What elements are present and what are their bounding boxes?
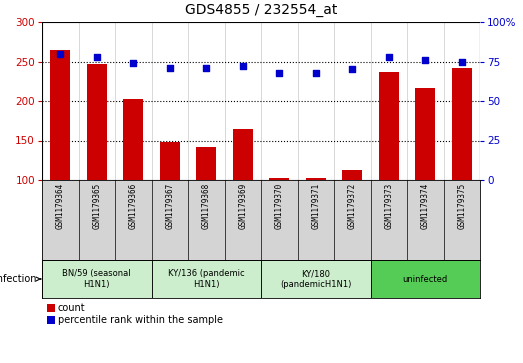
Bar — [42, 260, 152, 298]
Text: infection: infection — [0, 274, 37, 284]
Text: percentile rank within the sample: percentile rank within the sample — [58, 315, 223, 325]
Bar — [415, 87, 435, 180]
Text: GSM1179369: GSM1179369 — [238, 182, 247, 229]
Bar — [269, 178, 289, 180]
Bar — [306, 178, 326, 180]
Point — [458, 58, 466, 64]
Point — [238, 63, 247, 69]
Point — [202, 65, 210, 71]
Text: KY/180
(pandemicH1N1): KY/180 (pandemicH1N1) — [280, 269, 351, 289]
Bar — [160, 142, 180, 180]
Point — [166, 65, 174, 71]
Bar — [342, 170, 362, 180]
Text: GSM1179368: GSM1179368 — [202, 182, 211, 229]
Text: GSM1179364: GSM1179364 — [56, 182, 65, 229]
Point — [56, 51, 64, 57]
Point — [93, 54, 101, 60]
Bar — [370, 260, 480, 298]
Point — [275, 70, 283, 76]
Text: GSM1179373: GSM1179373 — [384, 182, 393, 229]
Bar — [87, 64, 107, 180]
Bar — [261, 260, 370, 298]
Text: GDS4855 / 232554_at: GDS4855 / 232554_at — [185, 3, 338, 17]
Text: count: count — [58, 303, 86, 313]
Point — [348, 66, 357, 72]
Text: GSM1179367: GSM1179367 — [165, 182, 174, 229]
Bar — [233, 129, 253, 180]
Text: GSM1179375: GSM1179375 — [457, 182, 466, 229]
Point — [384, 54, 393, 60]
Bar — [50, 50, 70, 180]
Bar — [123, 99, 143, 180]
Text: GSM1179370: GSM1179370 — [275, 182, 284, 229]
Bar — [452, 68, 472, 180]
Point — [312, 70, 320, 76]
Text: uninfected: uninfected — [403, 274, 448, 284]
Text: GSM1179374: GSM1179374 — [420, 182, 430, 229]
Text: GSM1179366: GSM1179366 — [129, 182, 138, 229]
Point — [129, 60, 138, 66]
Text: GSM1179371: GSM1179371 — [311, 182, 320, 229]
Bar — [379, 72, 399, 180]
Point — [421, 57, 429, 63]
Text: BN/59 (seasonal
H1N1): BN/59 (seasonal H1N1) — [62, 269, 131, 289]
Text: GSM1179365: GSM1179365 — [92, 182, 101, 229]
Text: GSM1179372: GSM1179372 — [348, 182, 357, 229]
Text: KY/136 (pandemic
H1N1): KY/136 (pandemic H1N1) — [168, 269, 245, 289]
Bar — [152, 260, 261, 298]
Bar — [196, 147, 217, 180]
